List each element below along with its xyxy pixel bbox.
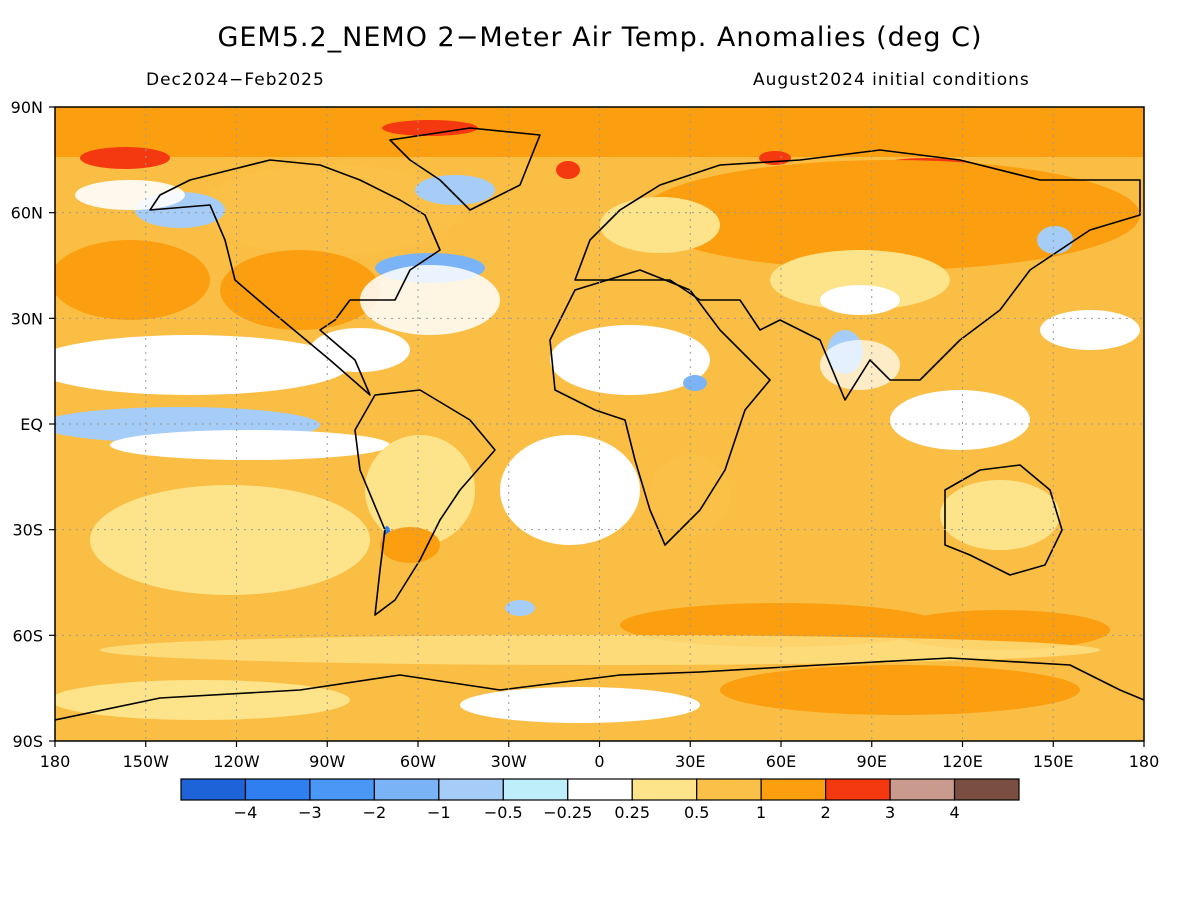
longitude-labels: 180 150W 120W 90W 60W 30W 0 30E 60E 90E 120E 150E 18… <box>40 741 1160 771</box>
south-america-warm <box>365 435 475 545</box>
lon-label: 180 <box>40 752 71 771</box>
colorbar-label: 1 <box>756 803 766 822</box>
colorbar-label: 3 <box>885 803 895 822</box>
graticule <box>55 107 1144 741</box>
south-pacific-neutral <box>90 485 370 595</box>
lon-label: 150W <box>123 752 170 771</box>
lon-label: 30W <box>491 752 527 771</box>
maritime-white <box>890 390 1030 450</box>
pacific-white-band <box>55 335 350 395</box>
chart-title: GEM5.2_NEMO 2−Meter Air Temp. Anomalies … <box>217 22 983 53</box>
colorbar-label: −3 <box>298 803 322 822</box>
colorbar-label: 0.5 <box>684 803 709 822</box>
lon-label: 60W <box>400 752 436 771</box>
colorbar-swatch <box>760 778 827 801</box>
argentina-warm <box>380 527 440 563</box>
colorbar-swatch <box>309 778 375 801</box>
eurasia-warm <box>640 160 1140 270</box>
west-pacific-white <box>1040 310 1140 350</box>
initial-conditions: August2024 initial conditions <box>753 70 1030 90</box>
lon-label: 150E <box>1033 752 1074 771</box>
coast-south-america <box>354 389 496 616</box>
forecast-period: Dec2024−Feb2025 <box>146 70 325 90</box>
antarctica-warm <box>720 665 1080 715</box>
colorbar-label: −1 <box>427 803 451 822</box>
colorbar-label: 0.25 <box>614 803 650 822</box>
lon-label: 90W <box>309 752 345 771</box>
lat-label: 60N <box>11 204 43 223</box>
lat-label: 60S <box>12 626 43 645</box>
lon-label: 180 <box>1129 752 1160 771</box>
coast-north-america <box>149 159 441 396</box>
central-asia-neutral <box>770 250 950 310</box>
lon-label: 120E <box>942 752 983 771</box>
colorbar-label: −2 <box>363 803 387 822</box>
colorbar-label: 4 <box>949 803 959 822</box>
colorbar-label: −0.25 <box>543 803 592 822</box>
colorbar-label: −4 <box>234 803 258 822</box>
southern-band-neutral <box>100 635 1100 665</box>
lat-label: EQ <box>20 415 43 434</box>
colorbar-label: 2 <box>821 803 831 822</box>
coastlines <box>55 127 1144 721</box>
canada-warm <box>200 165 460 255</box>
lat-label: 30S <box>12 521 43 540</box>
antarctica-white <box>460 687 700 723</box>
coast-africa <box>549 269 771 546</box>
south-atlantic-cool <box>505 600 535 616</box>
lat-label: 90S <box>12 732 43 751</box>
anomaly-field <box>55 107 1144 741</box>
coast-greenland <box>389 127 541 211</box>
atlantic-white <box>360 265 500 335</box>
arctic-hotspot-greenland <box>382 120 478 136</box>
lon-label: 120W <box>213 752 260 771</box>
colorbar-swatch <box>696 778 762 801</box>
antarctica-neutral <box>55 680 350 720</box>
coast-eurasia <box>574 149 1141 401</box>
south-atlantic-white <box>500 435 640 545</box>
colorbar-label: −0.5 <box>484 803 523 822</box>
coast-australia <box>944 464 1063 576</box>
colorbar-swatch <box>244 778 311 801</box>
tibet-white <box>820 285 900 315</box>
lat-label: 30N <box>11 309 43 328</box>
lon-label: 30E <box>675 752 705 771</box>
japan-white <box>1037 226 1073 254</box>
colorbar-swatch <box>889 778 956 801</box>
latitude-labels: 90N 60N 30N EQ 30S 60S 90S <box>11 98 55 751</box>
colorbar-swatch <box>825 778 891 801</box>
colorbar-swatch <box>373 778 440 801</box>
europe-neutral <box>600 197 720 253</box>
colorbar-labels: −4 −3 −2 −1 −0.5 −0.25 0.25 0.5 1 2 3 4 <box>234 803 960 822</box>
sahel-cool <box>683 375 707 391</box>
sahara-white <box>550 325 710 395</box>
equatorial-pacific-white <box>110 430 390 460</box>
india-white <box>820 340 900 390</box>
australia-warm <box>940 480 1060 550</box>
north-pacific-warm <box>55 240 210 320</box>
arctic-hotspot-alaska <box>80 147 170 169</box>
lon-label: 60E <box>766 752 796 771</box>
south-africa-warm <box>650 455 730 535</box>
coast-antarctica <box>55 657 1144 721</box>
lon-label: 0 <box>594 752 604 771</box>
lat-label: 90N <box>11 98 43 117</box>
lon-label: 90E <box>857 752 887 771</box>
colorbar-swatch <box>631 778 698 801</box>
colorbar-swatch <box>438 778 504 801</box>
alaska-white <box>75 180 185 210</box>
arctic-hotspot-iceland <box>556 161 580 179</box>
colorbar <box>180 778 1020 801</box>
colorbar-swatch <box>180 778 247 801</box>
colorbar-swatch <box>567 778 633 801</box>
labrador-cool <box>415 175 495 205</box>
us-warm <box>220 250 380 330</box>
colorbar-swatch <box>502 778 569 801</box>
colorbar-swatch <box>953 778 1020 801</box>
